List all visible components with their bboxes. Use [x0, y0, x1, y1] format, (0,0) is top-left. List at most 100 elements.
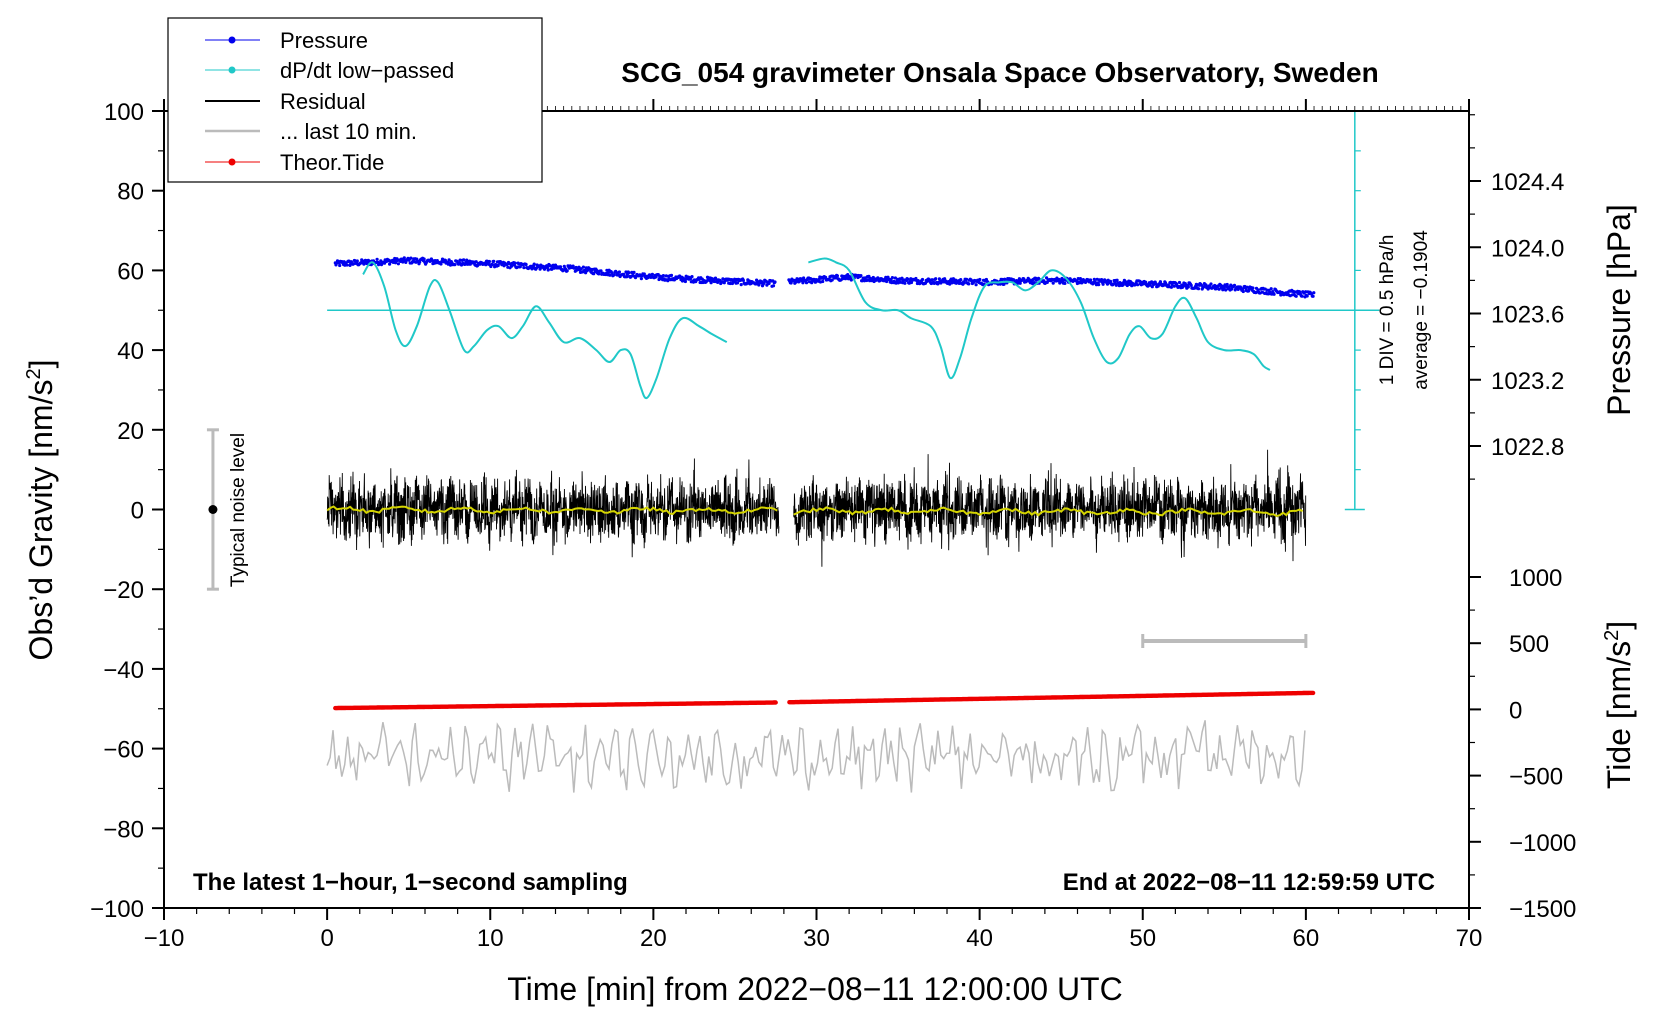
pressure-point: [1114, 283, 1118, 287]
noise-bar-center: [208, 505, 218, 514]
y-left-tick-label: −80: [103, 816, 144, 843]
pressure-point: [930, 278, 934, 282]
y-axis-tide-title-end: ]: [1601, 621, 1637, 630]
pressure-point: [509, 264, 514, 268]
legend-label-tide: Theor.Tide: [280, 150, 384, 175]
y-pressure-tick-label: 1023.2: [1491, 368, 1564, 395]
pressure-point: [934, 277, 938, 281]
pressure-point: [597, 272, 601, 276]
pressure-point: [599, 269, 603, 273]
x-tick-label: 50: [1129, 925, 1156, 952]
pressure-point: [1002, 282, 1006, 286]
residual-mean-segment-2: [793, 506, 1304, 518]
dpdt-curve-segment-2: [808, 257, 1271, 380]
x-tick-label: 10: [477, 925, 504, 952]
pressure-point: [669, 273, 674, 277]
y-left-tick-label: −20: [103, 577, 144, 604]
pressure-point: [859, 274, 863, 278]
x-tick-label: 30: [803, 925, 830, 952]
x-tick-label: 40: [966, 925, 993, 952]
pressure-point: [967, 282, 971, 286]
pressure-point: [375, 257, 379, 261]
pressure-point: [824, 275, 828, 279]
pressure-point: [513, 261, 517, 265]
pressure-point: [1051, 281, 1055, 285]
pressure-point: [439, 262, 443, 266]
residual-segment-2: [793, 449, 1307, 567]
pressure-point: [522, 266, 526, 270]
pressure-point: [830, 278, 834, 282]
pressure-point: [627, 271, 631, 275]
note-sampling: The latest 1−hour, 1−second sampling: [193, 869, 628, 896]
pressure-point: [871, 275, 875, 280]
pressure-point: [965, 277, 969, 281]
pressure-point: [474, 260, 478, 264]
pressure-point: [741, 278, 746, 282]
pressure-point: [890, 276, 895, 280]
tide-point: [773, 700, 778, 705]
x-tick-label: −10: [144, 925, 185, 952]
pressure-point: [683, 279, 688, 284]
y-left-tick-label: −100: [90, 896, 144, 923]
pressure-point: [1305, 294, 1309, 298]
pressure-point: [396, 262, 400, 266]
pressure-point: [1022, 277, 1026, 281]
pressure-point: [559, 265, 563, 269]
pressure-point: [447, 258, 451, 262]
pressure-point: [496, 263, 500, 268]
legend-label-residual: Residual: [280, 89, 366, 114]
pressure-point: [1186, 285, 1190, 289]
tide-point: [1310, 690, 1316, 696]
y-left-tick-label: 80: [117, 179, 144, 206]
pressure-point: [409, 256, 413, 260]
pressure-point: [885, 279, 889, 284]
y-tide-tick-label: −1000: [1509, 830, 1576, 857]
pressure-point: [1144, 280, 1148, 284]
pressure-point: [1196, 287, 1201, 291]
pressure-point: [1136, 283, 1140, 287]
axis-ticks: [152, 99, 1481, 920]
pressure-point: [625, 275, 629, 279]
pressure-point: [338, 263, 342, 268]
pressure-point: [767, 281, 771, 285]
pressure-point: [422, 257, 426, 261]
y-pressure-tick-label: 1024.0: [1491, 235, 1564, 262]
pressure-point: [345, 263, 349, 267]
pressure-point: [937, 277, 942, 281]
pressure-point: [1177, 280, 1182, 285]
pressure-point: [1204, 283, 1208, 287]
pressure-point: [1097, 283, 1101, 287]
pressure-point: [1294, 294, 1298, 298]
y-tide-tick-label: −1500: [1509, 896, 1576, 923]
pressure-point: [524, 262, 528, 267]
x-tick-label: 70: [1456, 925, 1483, 952]
pressure-point: [1089, 278, 1093, 282]
y-axis-left-title-sup: 2: [23, 368, 45, 379]
pressure-point: [962, 281, 967, 285]
chart-title: SCG_054 gravimeter Onsala Space Observat…: [621, 57, 1378, 88]
last10-trace: [326, 720, 1306, 793]
y-left-tick-label: 20: [117, 418, 144, 445]
pressure-point: [1251, 286, 1255, 290]
y-left-tick-label: 0: [131, 498, 144, 525]
pressure-point: [546, 268, 550, 272]
x-tick-label: 60: [1293, 925, 1320, 952]
pressure-point: [639, 277, 644, 281]
legend-label-pressure: Pressure: [280, 28, 368, 53]
pressure-point: [1018, 281, 1022, 285]
pressure-point: [728, 281, 732, 286]
pressure-point: [773, 280, 777, 284]
legend: Pressure dP/dt low−passed Residual ... l…: [167, 17, 543, 183]
pressure-point: [821, 279, 825, 284]
y-tide-tick-label: 500: [1509, 631, 1549, 658]
tide-series: [333, 690, 1316, 711]
pressure-point: [632, 270, 636, 274]
y-pressure-tick-label: 1023.6: [1491, 302, 1564, 329]
pressure-point: [402, 256, 406, 260]
pressure-point: [978, 277, 982, 282]
pressure-point: [1300, 294, 1304, 298]
legend-label-last10: ... last 10 min.: [280, 119, 417, 144]
legend-label-dpdt: dP/dt low−passed: [280, 58, 454, 83]
pressure-point: [355, 259, 359, 263]
